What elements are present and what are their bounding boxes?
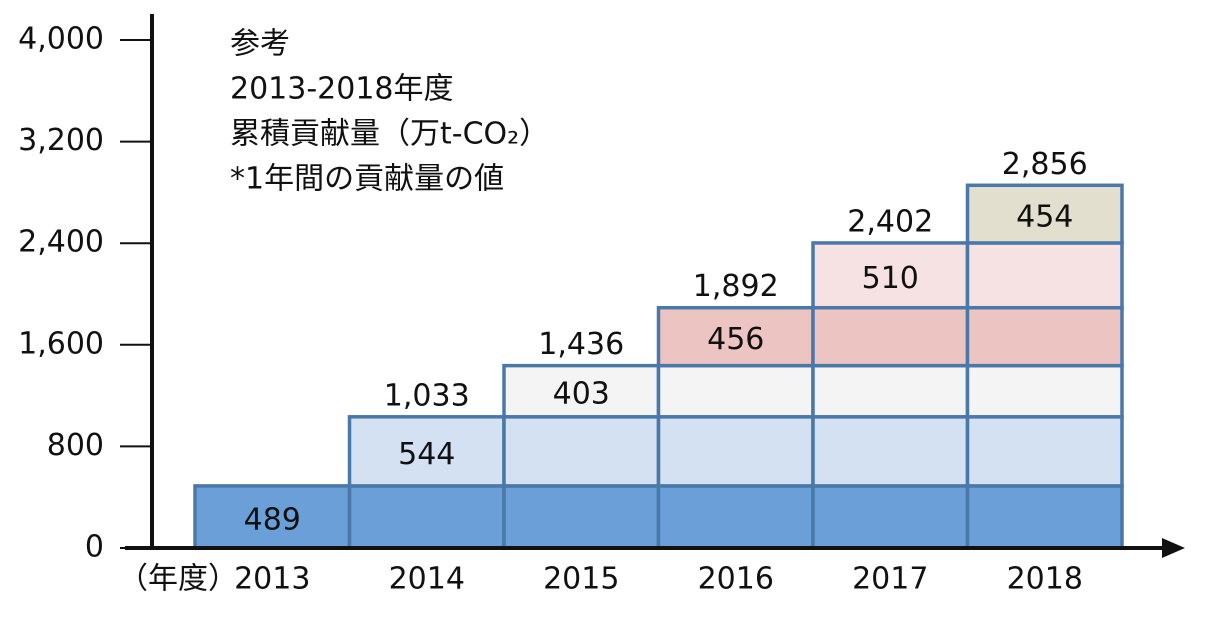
bar-segment [502,363,661,419]
bar-segment [811,305,970,368]
bar-segment [811,415,970,488]
annotation: *1年間の貢献量の値 [230,162,504,197]
total-label: 2,402 [847,204,933,239]
bar-segment [965,305,1124,368]
x-axis-label: （年度） [118,562,238,597]
data-label: 456 [707,322,764,357]
x-axis-arrow [1162,538,1185,558]
data-label: 403 [553,377,610,412]
data-label: 454 [1016,200,1073,235]
total-label: 1,892 [693,269,779,304]
bar-segment [965,363,1124,419]
y-tick-label: 4,000 [18,22,104,57]
bar-segment [347,484,506,550]
bar-segment [656,363,815,419]
bar-segment [965,415,1124,488]
bar-segment [965,183,1124,245]
data-label: 489 [244,502,301,537]
bar-segment [347,415,506,488]
y-tick-label: 800 [47,428,104,463]
bar-segment [656,415,815,488]
total-label: 1,436 [538,327,624,362]
bar-segment [502,415,661,488]
total-label: 2,856 [1002,147,1088,182]
y-tick-label: 3,200 [18,123,104,158]
y-tick-label: 2,400 [18,225,104,260]
bar-segment [502,484,661,550]
x-tick-label: 2017 [852,562,928,597]
bar-segment [811,363,970,419]
data-label: 510 [862,261,919,296]
x-tick-label: 2015 [543,562,619,597]
bar-segment [656,484,815,550]
x-tick-label: 2014 [389,562,465,597]
annotation: 累積貢献量（万t-CO₂） [230,117,549,152]
x-tick-label: 2013 [234,562,310,597]
y-tick-label: 0 [85,530,104,565]
data-label: 544 [398,437,455,472]
y-tick-label: 1,600 [18,326,104,361]
bar-segment [811,484,970,550]
bar-segment [811,241,970,310]
total-label: 1,033 [384,378,470,413]
x-tick-label: 2018 [1007,562,1083,597]
bar-segment [965,241,1124,310]
bar-segment [965,484,1124,550]
annotation: 2013-2018年度 [230,72,454,107]
x-tick-label: 2016 [698,562,774,597]
annotation: 参考 [230,27,290,62]
